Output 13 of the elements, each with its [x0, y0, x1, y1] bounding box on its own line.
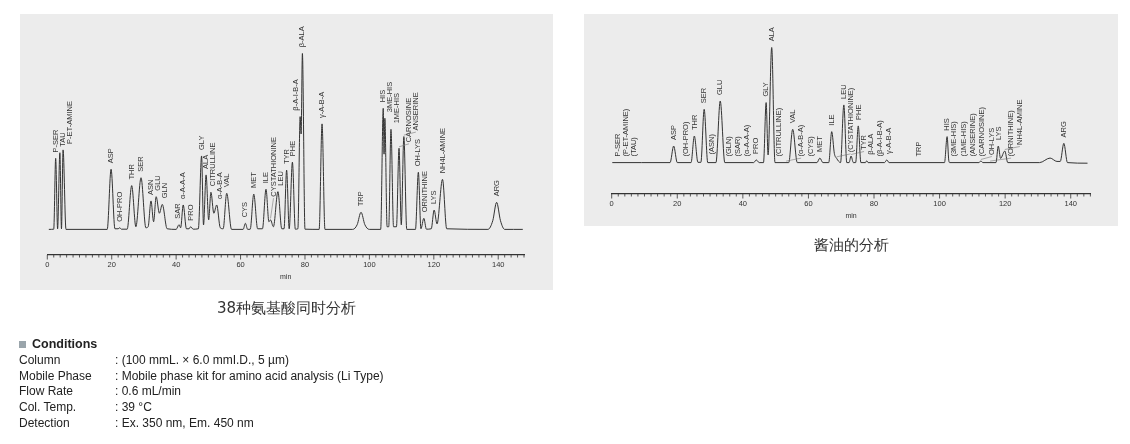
text: : Ex. 350 nm, Em. 450 nm: [115, 415, 255, 432]
text: Mobile Phase: [18, 368, 93, 385]
text: 38种氨基酸同时分析: [215, 299, 358, 317]
text: Conditions: [32, 336, 98, 352]
text: Detection: [18, 415, 71, 432]
text: : Mobile phase kit for amino acid analysis (Li Type): [115, 368, 384, 385]
text: Column: [18, 353, 62, 369]
text: 酱油的分析: [812, 236, 890, 254]
text: Flow Rate: [18, 384, 75, 401]
text: : 0.6 mL/min: [115, 384, 183, 401]
text: Col. Temp.: [18, 400, 78, 416]
text: : 39 °C: [115, 400, 153, 416]
text: : (100 mmL. × 6.0 mmI.D., 5 µm): [115, 353, 290, 369]
